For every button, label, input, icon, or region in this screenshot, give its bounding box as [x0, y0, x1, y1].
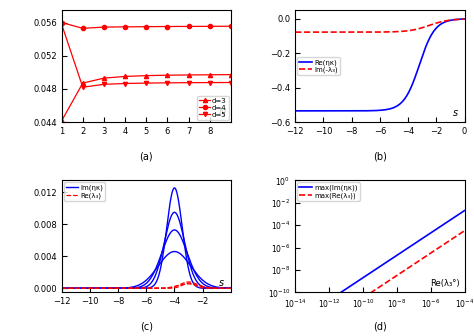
Im(-λ₃): [462, 17, 467, 21]
max(Re(λ₃)): [396, 272, 401, 276]
max(Re(λ₃)): [435, 246, 441, 250]
d=5: [101, 82, 107, 86]
d=4: [186, 25, 191, 29]
Line: d=4: d=4: [60, 20, 233, 31]
Im(-λ₃): [456, 17, 462, 21]
Legend: max(Im(ηκ)), max(Re(λ₃)): max(Im(ηκ)), max(Re(λ₃)): [297, 182, 360, 201]
Re(ηκ): [426, 38, 431, 42]
max(Im(ηκ)): [446, 219, 452, 223]
Re(ηκ): [456, 17, 462, 21]
d=4: [144, 25, 149, 29]
max(Im(ηκ)): [393, 254, 399, 258]
max(Im(ηκ)): [293, 320, 299, 324]
d=3: [186, 73, 191, 77]
d=5: [122, 82, 128, 86]
d=3: [164, 73, 170, 77]
Line: Re(ηκ): Re(ηκ): [295, 19, 465, 111]
Text: (b): (b): [373, 151, 387, 161]
max(Re(λ₃)): [462, 229, 467, 233]
d=3: [207, 73, 212, 77]
d=3: [80, 81, 86, 85]
d=3: [122, 75, 128, 79]
max(Re(λ₃)): [393, 274, 399, 278]
d=3: [144, 74, 149, 78]
d=4: [122, 25, 128, 29]
Re(ηκ): [457, 17, 463, 21]
d=4: [101, 25, 107, 29]
d=5: [164, 81, 170, 85]
d=5: [186, 81, 191, 85]
Im(-λ₃): [370, 30, 376, 34]
d=3: [101, 76, 107, 80]
d=4: [80, 26, 86, 30]
d=4: [164, 25, 170, 29]
Legend: d=3, d=4, d=5: d=3, d=4, d=5: [197, 96, 229, 120]
Line: max(Re(λ₃)): max(Re(λ₃)): [295, 231, 465, 336]
Re(ηκ): [292, 109, 298, 113]
max(Im(ηκ)): [392, 254, 398, 258]
d=5: [207, 81, 212, 85]
Text: s: s: [453, 108, 458, 118]
d=3: [228, 73, 234, 77]
d=5: [59, 22, 64, 26]
max(Im(ηκ)): [435, 226, 441, 230]
d=5: [80, 85, 86, 89]
Im(-λ₃): [457, 17, 463, 21]
Im(-λ₃): [301, 30, 307, 34]
Im(-λ₃): [292, 30, 298, 34]
d=5: [144, 81, 149, 85]
max(Im(ηκ)): [396, 252, 401, 256]
Line: max(Im(ηκ)): max(Im(ηκ)): [295, 211, 465, 323]
Line: d=5: d=5: [60, 22, 233, 89]
max(Re(λ₃)): [392, 275, 398, 279]
Line: d=3: d=3: [60, 73, 233, 123]
Legend: Re(ηκ), Im(-λ₃): Re(ηκ), Im(-λ₃): [297, 57, 340, 75]
max(Im(ηκ)): [292, 321, 298, 325]
Text: (c): (c): [140, 322, 153, 331]
Re(ηκ): [462, 17, 467, 21]
Text: (d): (d): [373, 322, 387, 331]
d=4: [228, 24, 234, 28]
d=4: [207, 24, 212, 28]
Legend: Im(ηκ), Re(λ₃): Im(ηκ), Re(λ₃): [64, 182, 105, 201]
Text: (a): (a): [139, 151, 153, 161]
d=3: [59, 119, 64, 123]
Text: s: s: [219, 278, 224, 288]
Text: N: N: [219, 108, 226, 118]
d=5: [228, 81, 234, 85]
Text: Re(λ₃°): Re(λ₃°): [430, 279, 459, 288]
Im(-λ₃): [375, 30, 381, 34]
Re(ηκ): [375, 109, 381, 113]
Line: Im(-λ₃): Im(-λ₃): [295, 19, 465, 32]
d=4: [59, 20, 64, 25]
Re(ηκ): [370, 109, 376, 113]
Re(ηκ): [301, 109, 307, 113]
Im(-λ₃): [426, 24, 431, 28]
max(Re(λ₃)): [446, 239, 452, 243]
max(Im(ηκ)): [462, 209, 467, 213]
